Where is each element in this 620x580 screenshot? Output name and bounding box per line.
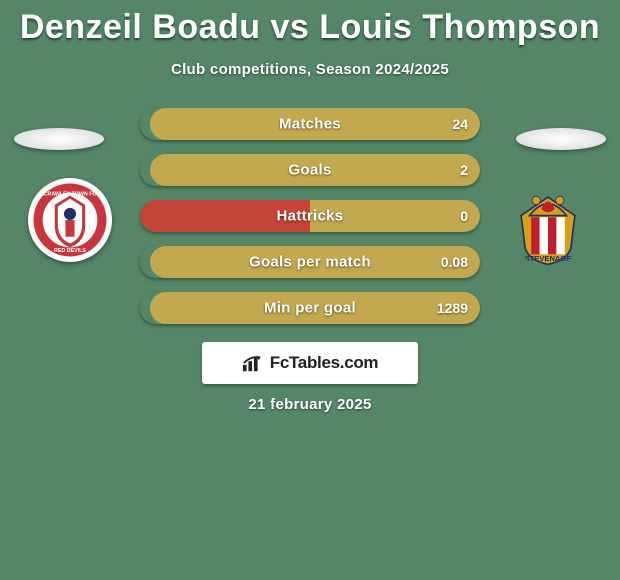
subtitle: Club competitions, Season 2024/2025 xyxy=(0,61,620,78)
stat-value-right: 2 xyxy=(460,162,468,178)
date: 21 february 2025 xyxy=(0,396,620,413)
crest-left: CRAWLEY TOWN FC RED DEVILS xyxy=(28,178,112,262)
stevenage-crest-icon: STEVENAGE xyxy=(506,182,590,266)
crawley-town-crest-icon: CRAWLEY TOWN FC RED DEVILS xyxy=(32,182,108,258)
stat-label: Min per goal xyxy=(264,300,356,317)
stat-row: Min per goal 1289 xyxy=(140,292,480,324)
stat-row: Hattricks 0 xyxy=(140,200,480,232)
stat-row: Matches 24 xyxy=(140,108,480,140)
stat-row: Goals per match 0.08 xyxy=(140,246,480,278)
stat-label: Hattricks xyxy=(277,208,344,225)
stand-right xyxy=(516,128,606,150)
stat-label: Goals per match xyxy=(249,254,371,271)
stat-value-right: 0 xyxy=(460,208,468,224)
brand-box: FcTables.com xyxy=(202,342,418,384)
svg-text:STEVENAGE: STEVENAGE xyxy=(525,254,572,263)
bar-chart-arrow-icon xyxy=(242,353,264,373)
stat-value-right: 0.08 xyxy=(441,254,468,270)
stats-list: Matches 24 Goals 2 Hattricks 0 Goals per match… xyxy=(140,108,480,324)
stat-label: Goals xyxy=(288,162,331,179)
crest-right: STEVENAGE xyxy=(506,182,590,266)
stat-value-right: 1289 xyxy=(437,300,468,316)
stand-left xyxy=(14,128,104,150)
svg-text:CRAWLEY TOWN FC: CRAWLEY TOWN FC xyxy=(44,192,97,198)
stat-label: Matches xyxy=(279,116,341,133)
comparison-card: Denzeil Boadu vs Louis Thompson Club com… xyxy=(0,0,620,580)
brand-text: FcTables.com xyxy=(270,353,379,373)
svg-text:RED DEVILS: RED DEVILS xyxy=(54,248,86,254)
stat-row: Goals 2 xyxy=(140,154,480,186)
stat-value-right: 24 xyxy=(452,116,468,132)
page-title: Denzeil Boadu vs Louis Thompson xyxy=(0,8,620,47)
